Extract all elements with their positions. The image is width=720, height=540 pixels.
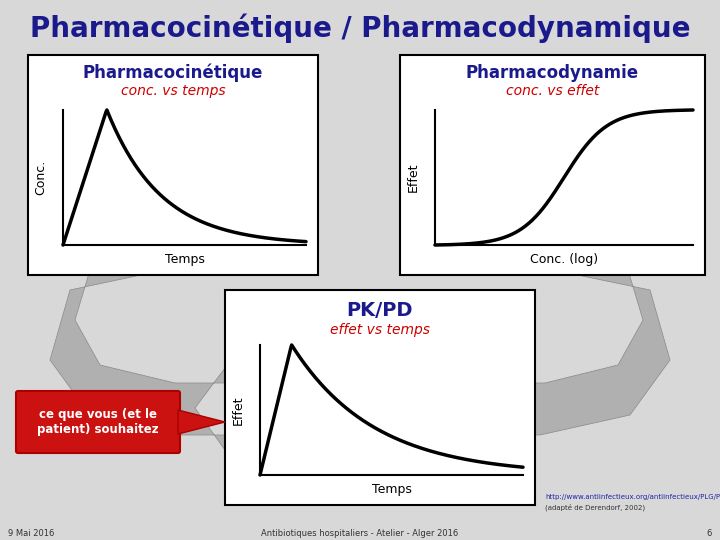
- FancyBboxPatch shape: [16, 391, 180, 453]
- Text: Effet: Effet: [232, 395, 245, 425]
- Text: Pharmacodynamie: Pharmacodynamie: [466, 64, 639, 82]
- Text: http://www.antiinfectieux.org/antiinfectieux/PLG/PLG-PK-PD.htm: http://www.antiinfectieux.org/antiinfect…: [545, 494, 720, 500]
- Text: Effet: Effet: [407, 163, 420, 192]
- Bar: [225, 290, 535, 505]
- Bar: [400, 55, 705, 275]
- Text: Antibiotiques hospitaliers - Atelier - Alger 2016: Antibiotiques hospitaliers - Atelier - A…: [261, 530, 459, 538]
- Text: 9 Mai 2016: 9 Mai 2016: [8, 530, 55, 538]
- PathPatch shape: [495, 257, 670, 450]
- PathPatch shape: [50, 257, 225, 450]
- Text: Pharmacocinétique: Pharmacocinétique: [83, 64, 264, 82]
- Text: Conc. (log): Conc. (log): [530, 253, 598, 266]
- Text: effet vs temps: effet vs temps: [330, 323, 430, 337]
- Text: Conc.: Conc.: [35, 160, 48, 195]
- Text: (adapté de Derendorf, 2002): (adapté de Derendorf, 2002): [545, 503, 645, 511]
- Text: ce que vous (et le
patient) souhaitez: ce que vous (et le patient) souhaitez: [37, 408, 159, 436]
- Bar: [28, 55, 318, 275]
- Text: PK/PD: PK/PD: [347, 300, 413, 320]
- Text: conc. vs temps: conc. vs temps: [121, 84, 225, 98]
- Text: Temps: Temps: [372, 483, 411, 496]
- Text: conc. vs effet: conc. vs effet: [506, 84, 599, 98]
- Text: Temps: Temps: [165, 253, 204, 266]
- Text: 6: 6: [706, 530, 712, 538]
- Polygon shape: [178, 410, 225, 434]
- Text: Pharmacocinétique / Pharmacodynamique: Pharmacocinétique / Pharmacodynamique: [30, 14, 690, 43]
